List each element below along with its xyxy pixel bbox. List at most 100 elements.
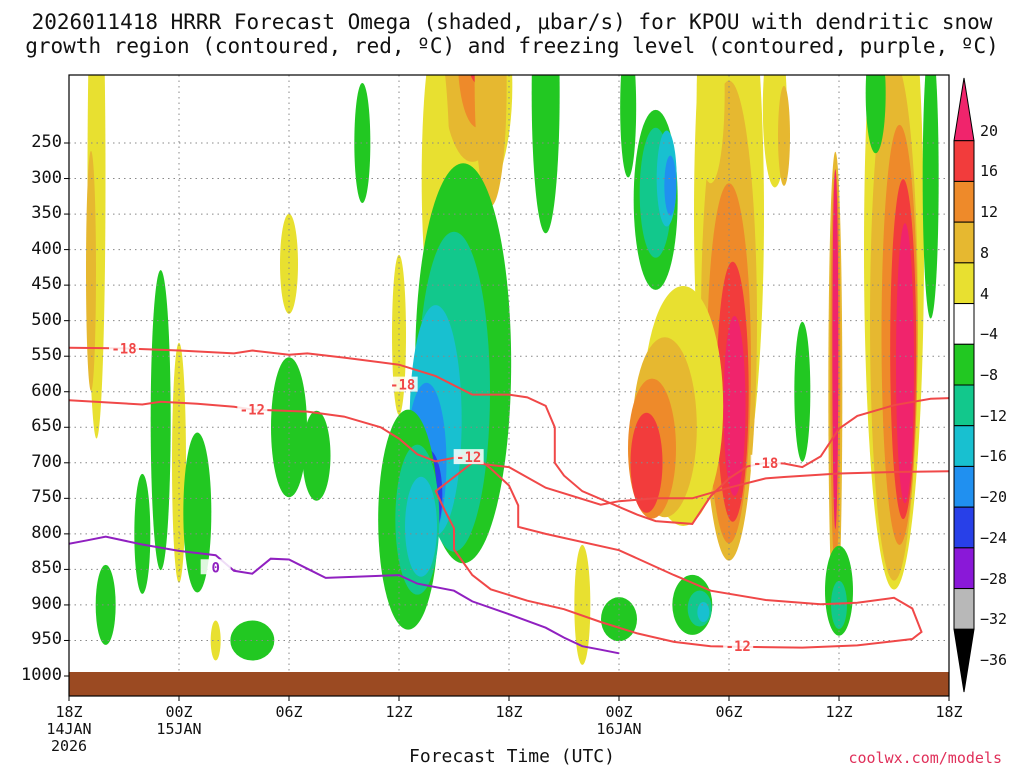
dgz-label: -12 [240,403,265,419]
source-credit: coolwx.com/models [848,749,1002,767]
colorbar-band [953,628,975,693]
time-tick-label: 00Z [165,703,193,721]
omega-descent-region [778,85,790,186]
freezing-level-label-bg [200,559,231,575]
omega-ascent-region [922,75,939,319]
freezing-level-contour [69,535,620,655]
colorbar-tick-label: −16 [980,447,1008,466]
contour-lines: -18 -18 -18 -12 -12 -12 0 [69,340,949,655]
omega-ascent-region [230,620,275,661]
time-tick-label: 00Z [605,703,633,721]
dgz-label: -12 [726,639,751,655]
dgz-label: -18 [753,456,778,472]
omega-ascent-region [405,476,437,577]
colorbar-tick-label: −24 [980,528,1008,547]
colorbar-tick-label: −12 [980,406,1008,425]
omega-ascent-region [531,75,560,234]
omega-ascent-region [865,75,886,154]
omega-descent-region [574,544,591,665]
omega-ascent-region [95,564,116,645]
year-label: 2026 [50,737,88,755]
colorbar-tick-label: −20 [980,488,1008,507]
colorbar-tick-label: −32 [980,610,1008,629]
time-tick-label: 18Z [935,703,963,721]
omega-descent-region [210,620,221,661]
colorbar-band [953,140,975,182]
pressure-tick-label: 500 [31,309,62,330]
omega-descent-region [723,315,746,496]
colorbar-tick-label: 16 [980,162,999,181]
omega-ascent-region [150,270,171,571]
terrain-ground [69,672,949,696]
time-tick-label: 06Z [715,703,743,721]
chart-title-line-1: 2026011418 HRRR Forecast Omega (shaded, … [31,10,993,34]
dgz-label-bg [237,401,268,417]
colorbar-band [953,262,975,305]
time-tick-label: 12Z [825,703,853,721]
omega-ascent-region [697,602,710,623]
date-label: 14JAN [46,720,92,738]
omega-descent-region [474,75,507,207]
colorbar-band [953,425,975,467]
omega-ascent-region [134,473,151,594]
pressure-tick-label: 600 [31,380,62,401]
colorbar-tick-label: −28 [980,569,1008,588]
x-axis-title: Forecast Time (UTC) [409,746,615,767]
freezing-level-label: 0 [211,560,219,576]
dgz-label-bg [109,340,139,356]
dgz-contour-minus12 [69,399,949,649]
colorbar-band [953,588,975,630]
colorbar-band [953,506,975,549]
pressure-tick-label: 950 [31,629,62,650]
pressure-tick-label: 300 [31,167,62,188]
dgz-label: -18 [390,378,415,394]
pressure-tick-label: 550 [31,345,62,366]
chart-title-line-2: growth region (contoured, red, ºC) and f… [25,34,999,58]
colorbar-band [953,221,975,264]
dgz-label: -18 [111,341,136,357]
colorbar-band [953,343,975,386]
colorbar-band [953,77,975,142]
colorbar-band [953,303,975,345]
pressure-tick-label: 750 [31,487,62,508]
time-tick-label: 18Z [495,703,523,721]
pressure-tick-label: 700 [31,451,62,472]
dgz-label-bg [453,449,484,465]
time-tick-label: 06Z [275,703,303,721]
colorbar-band [953,465,975,508]
colorbar-tick-label: −4 [980,325,999,344]
date-label: 15JAN [156,720,202,738]
omega-descent-region [86,150,96,391]
time-tick-label: 18Z [55,703,83,721]
colorbar-tick-label: 4 [980,284,990,303]
pressure-tick-label: 350 [31,203,62,224]
omega-ascent-region [620,75,637,178]
time-tick-label: 12Z [385,703,413,721]
pressure-tick-label: 450 [31,274,62,295]
colorbar-tick-label: 8 [980,243,990,262]
pressure-tick-label: 650 [31,416,62,437]
colorbar-band [953,547,975,590]
dgz-contour-minus18 [69,346,949,525]
omega-descent-region [470,75,486,84]
dgz-label: -12 [456,450,481,466]
omega-ascent-region [664,155,677,216]
pressure-tick-label: 250 [31,132,62,152]
dgz-label-bg [723,638,754,654]
pressure-tick-label: 850 [31,558,62,579]
omega-descent-region [280,213,298,314]
omega-descent-region [896,223,914,504]
colorbar-tick-label: −8 [980,366,999,384]
colorbar-band [953,384,975,427]
dgz-label-bg [750,454,781,470]
omega-descent-region [696,75,725,184]
colorbar-band [953,180,975,223]
pressure-tick-label: 800 [31,522,62,543]
pressure-tick-label: 1000 [21,665,62,685]
omega-ascent-region [794,321,811,462]
colorbar-tick-label: 12 [980,203,999,222]
colorbar-tick-label: 20 [980,121,999,140]
pressure-tick-label: 400 [31,238,62,259]
omega-descent-region [832,169,839,530]
